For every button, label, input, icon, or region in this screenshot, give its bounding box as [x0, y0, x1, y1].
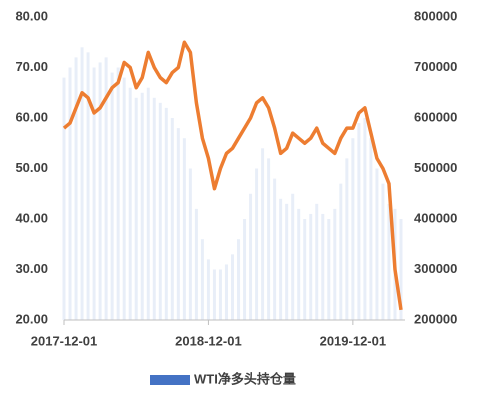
y-tick-label: 50.00: [15, 160, 48, 175]
x-tick-label: 2019-12-01: [320, 333, 387, 348]
bar: [86, 52, 90, 320]
bar: [273, 178, 277, 320]
bar: [158, 102, 162, 320]
bar: [297, 208, 301, 320]
bar: [146, 87, 150, 320]
y-tick-label: 40.00: [15, 210, 48, 225]
bar: [110, 72, 114, 320]
y2-tick-label: 200000: [414, 311, 457, 326]
bar: [255, 168, 259, 320]
bar: [194, 208, 198, 320]
bar: [375, 168, 379, 320]
bar: [206, 259, 210, 320]
bar: [116, 67, 120, 320]
bar: [62, 77, 66, 320]
bar: [327, 219, 331, 320]
bar: [303, 219, 307, 320]
y2-tick-label: 600000: [414, 109, 457, 124]
bar: [231, 254, 234, 320]
legend-label: WTI净多头持仓量: [194, 371, 296, 386]
bar: [339, 183, 343, 320]
price-line: [62, 40, 403, 311]
bar: [104, 57, 108, 321]
bar: [176, 128, 180, 320]
y-tick-label: 60.00: [15, 109, 48, 124]
bar: [291, 193, 295, 320]
bar: [279, 198, 283, 320]
bar: [321, 213, 325, 320]
bar: [134, 97, 138, 320]
bar: [74, 57, 78, 321]
bar: [224, 264, 228, 320]
bar: [212, 269, 216, 320]
bar: [68, 67, 72, 320]
bar: [98, 62, 102, 320]
y2-tick-label: 400000: [414, 210, 457, 225]
bar: [285, 203, 289, 320]
bar: [345, 158, 349, 320]
bar: [267, 158, 271, 320]
bar: [92, 67, 96, 320]
x-tick-label: 2018-12-01: [175, 333, 242, 348]
bar: [170, 118, 174, 320]
bar: [182, 138, 186, 320]
y-tick-label: 80.00: [15, 8, 48, 23]
y2-tick-label: 800000: [414, 8, 457, 23]
bar: [128, 87, 132, 320]
bar: [363, 118, 367, 320]
bar: [140, 92, 144, 320]
bar: [152, 97, 156, 320]
bar: [249, 193, 253, 320]
y2-tick-label: 300000: [414, 261, 457, 276]
bar: [164, 107, 168, 321]
bar: [369, 138, 373, 320]
y2-tick-label: 500000: [414, 160, 457, 175]
bar: [357, 123, 361, 320]
bar: [315, 203, 319, 320]
bar: [387, 203, 391, 320]
bar: [243, 219, 247, 320]
bar: [381, 183, 385, 320]
bar: [351, 138, 355, 320]
x-tick-label: 2017-12-01: [31, 333, 98, 348]
y-tick-label: 20.00: [15, 311, 48, 326]
bar: [261, 148, 265, 320]
bar: [218, 269, 222, 320]
bar: [237, 239, 241, 320]
bar: [200, 239, 204, 320]
y-tick-label: 70.00: [15, 59, 48, 74]
bar: [399, 219, 403, 320]
y-tick-label: 30.00: [15, 261, 48, 276]
y2-tick-label: 700000: [414, 59, 457, 74]
bar: [122, 77, 126, 320]
bar: [309, 213, 313, 320]
bar: [80, 47, 84, 321]
bar: [188, 168, 192, 320]
legend-swatch: [150, 375, 190, 385]
bar: [333, 208, 337, 320]
